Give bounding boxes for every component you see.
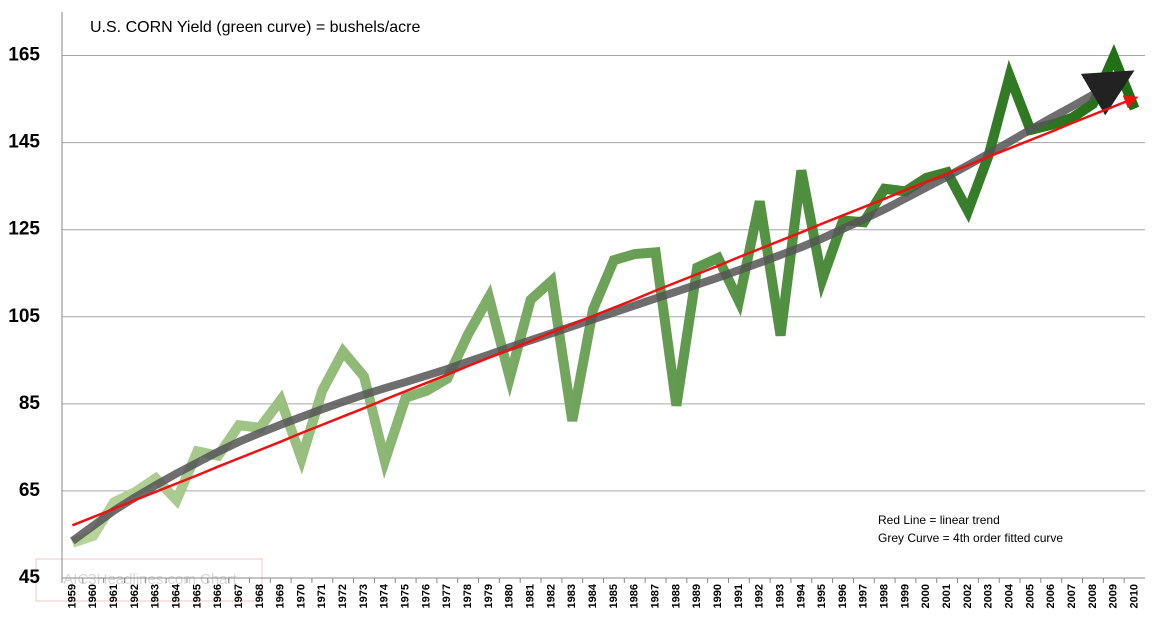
chart-title: U.S. CORN Yield (green curve) = bushels/…	[90, 19, 420, 36]
x-tick-label: 1980	[504, 584, 516, 608]
x-tick-label: 1988	[670, 584, 682, 608]
y-tick-label: 65	[19, 480, 41, 501]
x-tick-label: 1999	[899, 584, 911, 608]
x-tick-label: 1973	[358, 584, 370, 608]
x-tick-label: 1975	[400, 584, 412, 608]
x-tick-label: 1978	[462, 584, 474, 608]
x-tick-label: 1995	[816, 584, 828, 608]
series-line	[70, 70, 1135, 545]
x-tick-label: 1969	[275, 584, 287, 608]
annotation: Red Line = linear trend	[878, 513, 1000, 527]
watermark: AIC3Headlines.com Chart	[63, 571, 237, 588]
x-tick-label: 1994	[795, 583, 807, 608]
x-tick-label: 2004	[1004, 583, 1016, 608]
x-tick-label: 1986	[629, 584, 641, 608]
x-tick-label: 2008	[1087, 584, 1099, 608]
x-tick-label: 1968	[254, 584, 266, 608]
x-tick-label: 1979	[483, 584, 495, 608]
y-tick-label: 125	[8, 219, 40, 240]
x-tick-label: 1991	[733, 584, 745, 608]
x-tick-label: 1960	[87, 584, 99, 608]
series-line	[71, 95, 1139, 527]
x-tick-label: 1962	[129, 584, 141, 608]
x-tick-label: 2003	[983, 584, 995, 608]
x-tick-label: 1997	[858, 584, 870, 608]
x-tick-label: 1998	[879, 584, 891, 608]
x-tick-label: 1977	[441, 584, 453, 608]
y-tick-label: 105	[8, 306, 40, 327]
series-line	[70, 43, 1140, 548]
x-tick-label: 2001	[941, 584, 953, 608]
x-tick-label: 1992	[754, 584, 766, 608]
y-tick-label: 145	[8, 132, 40, 153]
x-tick-label: 1990	[712, 584, 724, 608]
y-tick-label: 85	[19, 393, 41, 414]
watermark-box	[35, 558, 263, 602]
x-tick-label: 1959	[66, 584, 78, 608]
x-tick-label: 1981	[525, 584, 537, 608]
x-tick-label: 2002	[962, 584, 974, 608]
x-tick-label: 1989	[691, 584, 703, 608]
x-tick-label: 1970	[295, 584, 307, 608]
x-tick-label: 1985	[608, 584, 620, 608]
annotation: Grey Curve = 4th order fitted curve	[878, 531, 1063, 545]
x-tick-label: 1971	[316, 584, 328, 608]
x-tick-label: 2000	[920, 584, 932, 608]
x-tick-label: 1984	[587, 583, 599, 608]
x-tick-label: 1961	[108, 584, 120, 608]
x-tick-label: 2010	[1128, 584, 1140, 608]
x-tick-label: 1974	[379, 583, 391, 608]
y-tick-label: 165	[8, 45, 40, 66]
x-tick-label: 1993	[774, 584, 786, 608]
x-tick-label: 2005	[1024, 584, 1036, 608]
x-tick-label: 1982	[545, 584, 557, 608]
x-tick-label: 1966	[212, 584, 224, 608]
x-tick-label: 1965	[191, 584, 203, 608]
x-tick-label: 1996	[837, 584, 849, 608]
x-tick-label: 2007	[1066, 584, 1078, 608]
x-tick-label: 1964	[170, 583, 182, 608]
x-tick-label: 1967	[233, 584, 245, 608]
y-tick-label: 45	[19, 567, 41, 588]
x-tick-label: 1963	[150, 584, 162, 608]
x-tick-label: 2006	[1045, 584, 1057, 608]
x-tick-label: 2009	[1108, 584, 1120, 608]
x-tick-label: 1983	[566, 584, 578, 608]
x-tick-label: 1987	[649, 584, 661, 608]
x-tick-label: 1972	[337, 584, 349, 608]
x-tick-label: 1976	[420, 584, 432, 608]
